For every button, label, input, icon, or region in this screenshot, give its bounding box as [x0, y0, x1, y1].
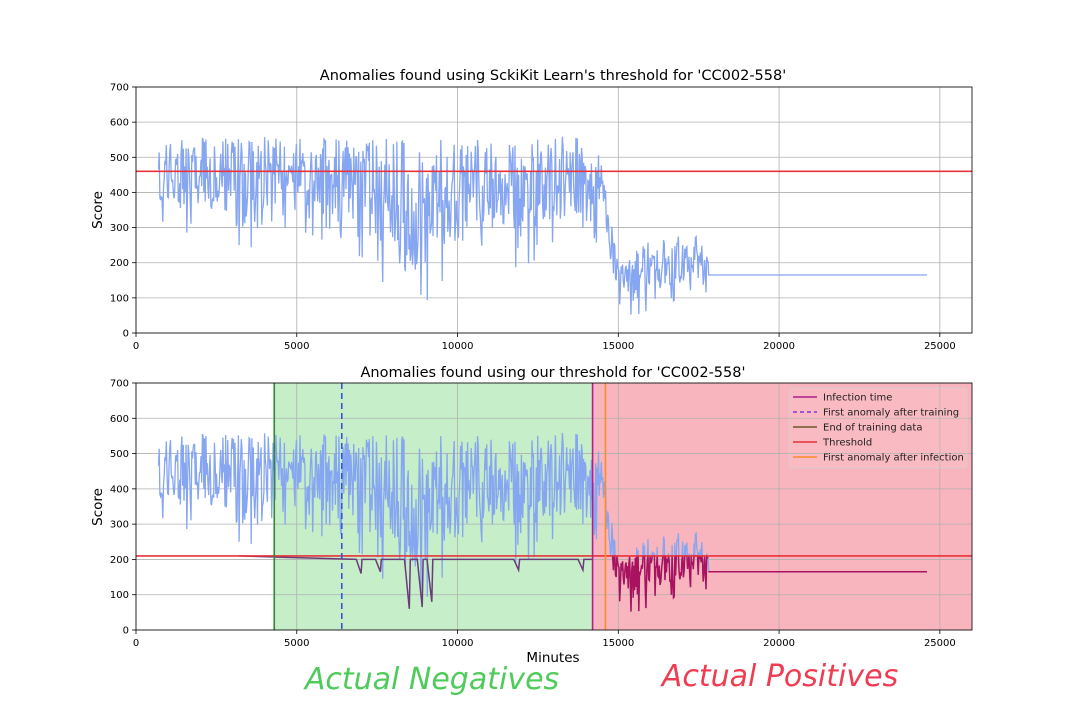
- top-plot-series: [157, 136, 927, 315]
- y-tick-label: 0: [123, 626, 129, 637]
- x-tick-label: 5000: [284, 341, 309, 352]
- top-plot: Anomalies found using SckiKit Learn's th…: [90, 68, 973, 353]
- y-tick-label: 200: [110, 258, 129, 269]
- x-tick-label: 20000: [763, 638, 795, 649]
- y-tick-label: 400: [110, 484, 129, 495]
- y-tick-label: 500: [110, 153, 129, 164]
- bottom-plot: Anomalies found using our threshold for …: [90, 365, 973, 666]
- top-plot-ticks: 0 5000 10000 15000 20000 25000 0 100 200 300 400 50…: [110, 83, 956, 353]
- x-tick-label: 15000: [602, 638, 634, 649]
- y-tick-label: 400: [110, 188, 129, 199]
- top-plot-title: Anomalies found using SckiKit Learn's th…: [320, 68, 786, 84]
- x-tick-label: 5000: [284, 638, 309, 649]
- bottom-plot-title: Anomalies found using our threshold for …: [361, 365, 746, 381]
- y-tick-label: 600: [110, 414, 129, 425]
- top-plot-ylabel: Score: [90, 191, 106, 229]
- actual-negatives-label: Actual Negatives: [303, 662, 559, 697]
- y-tick-label: 500: [110, 449, 129, 460]
- x-tick-label: 25000: [924, 341, 956, 352]
- x-tick-label: 0: [133, 638, 139, 649]
- legend-label: First anomaly after infection: [823, 453, 964, 464]
- bottom-plot-frame: [135, 382, 973, 631]
- y-tick-label: 700: [110, 83, 129, 94]
- legend-label: First anomaly after training: [823, 408, 959, 419]
- y-tick-label: 200: [110, 555, 129, 566]
- score-series-line: [157, 136, 927, 315]
- legend-box: [788, 387, 968, 469]
- below-threshold-trace: [238, 555, 593, 609]
- anomaly-series-line: [611, 554, 709, 612]
- actual-positives-label: Actual Positives: [660, 659, 898, 694]
- bottom-plot-series: [136, 432, 972, 612]
- legend-label: Threshold: [822, 438, 872, 449]
- y-tick-label: 300: [110, 223, 129, 234]
- y-tick-label: 100: [110, 590, 129, 601]
- x-tick-label: 20000: [763, 341, 795, 352]
- x-tick-label: 10000: [442, 341, 474, 352]
- x-tick-label: 15000: [602, 341, 634, 352]
- bottom-plot-vertical-lines: [273, 383, 607, 630]
- y-tick-label: 300: [110, 520, 129, 531]
- legend-label: End of training data: [823, 423, 922, 434]
- y-tick-label: 0: [123, 329, 129, 340]
- x-tick-label: 25000: [924, 638, 956, 649]
- top-plot-frame: [135, 86, 973, 334]
- bottom-plot-legend: Infection time First anomaly after traini…: [788, 387, 968, 469]
- y-tick-label: 600: [110, 118, 129, 129]
- y-tick-label: 100: [110, 293, 129, 304]
- x-tick-label: 0: [133, 341, 139, 352]
- bottom-plot-ticks: 0 5000 10000 15000 20000 25000 0 100 200 300 400 50…: [110, 379, 956, 650]
- y-tick-label: 700: [110, 379, 129, 390]
- legend-label: Infection time: [823, 393, 892, 404]
- bottom-plot-xlabel: Minutes: [526, 650, 579, 666]
- x-tick-label: 10000: [442, 638, 474, 649]
- bottom-plot-ylabel: Score: [90, 488, 106, 526]
